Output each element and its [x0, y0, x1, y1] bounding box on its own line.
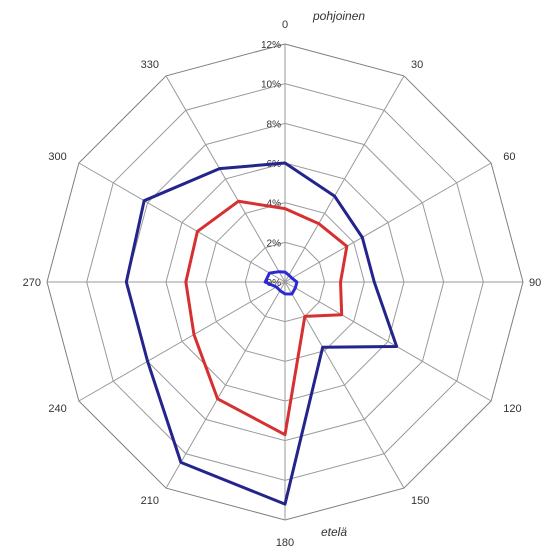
- grid-spoke: [165, 75, 286, 283]
- radial-tick-label: 4%: [267, 199, 282, 210]
- grid-spoke: [284, 75, 405, 283]
- grid-spoke: [284, 162, 492, 283]
- grid-spoke: [78, 162, 286, 283]
- radial-tick-label: 2%: [267, 238, 282, 249]
- radial-tick-label: 8%: [267, 119, 282, 130]
- series-line-3: [263, 270, 299, 296]
- direction-label: 330: [141, 59, 159, 71]
- direction-label: 240: [48, 403, 66, 415]
- direction-label: 60: [503, 151, 515, 163]
- radial-tick-label: 0%: [267, 278, 282, 289]
- radial-tick-label: 12%: [261, 40, 281, 51]
- direction-label: 180: [276, 537, 294, 549]
- south-label: etelä: [321, 525, 347, 539]
- direction-label: 30: [411, 59, 423, 71]
- series-line-2: [184, 199, 349, 437]
- direction-label: 300: [48, 151, 66, 163]
- direction-label: 270: [23, 277, 41, 289]
- direction-label: 120: [503, 403, 521, 415]
- direction-label: 150: [411, 495, 429, 507]
- direction-label: 0: [282, 19, 288, 31]
- direction-label: 210: [141, 495, 159, 507]
- grid-spoke: [284, 281, 492, 402]
- direction-label: 90: [529, 277, 541, 289]
- grid-spoke: [165, 281, 286, 489]
- series-line-1: [124, 161, 399, 506]
- grid-spoke: [78, 281, 286, 402]
- north-label: pohjoinen: [312, 9, 365, 23]
- radial-tick-label: 10%: [261, 80, 281, 91]
